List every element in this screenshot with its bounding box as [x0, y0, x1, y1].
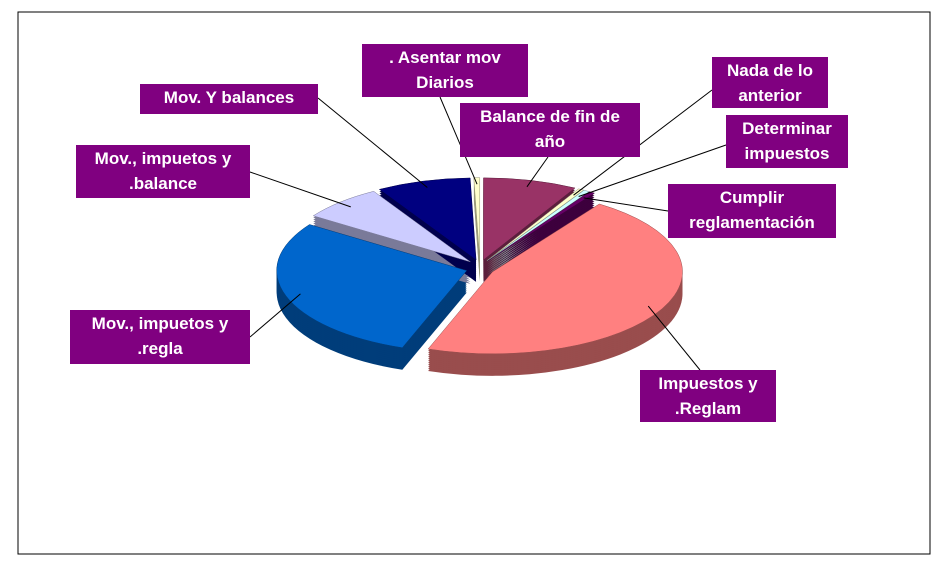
slice-label: Cumplir reglamentación	[668, 184, 836, 238]
leader-line	[583, 197, 669, 212]
slice-side	[487, 197, 595, 267]
leader-line	[249, 171, 351, 208]
slice	[378, 177, 477, 261]
slice-label: Mov. Y balances	[140, 84, 318, 114]
leader-line	[439, 96, 478, 185]
slice-side	[487, 195, 595, 265]
slice-label: Mov., impuetos y .balance	[76, 145, 250, 198]
slice-label: Mov., impuetos y .regla	[70, 310, 250, 364]
slice-side	[487, 203, 595, 273]
leader-line	[317, 97, 428, 188]
slice	[276, 224, 468, 349]
chart-border	[17, 11, 931, 555]
leader-line	[526, 156, 549, 188]
slice-side	[487, 193, 595, 263]
slice-label: Impuestos y .Reglam	[640, 370, 776, 422]
slice-label: Balance de fin de año	[460, 103, 640, 157]
leader-line	[647, 305, 701, 371]
slice	[487, 191, 596, 262]
slice	[487, 189, 590, 262]
slice-label: Nada de lo anterior	[712, 57, 828, 108]
leader-line	[249, 293, 301, 338]
slice-label: . Asentar mov Diarios	[362, 44, 528, 97]
slice	[483, 177, 576, 261]
slice	[427, 203, 683, 355]
leader-line	[573, 89, 713, 196]
slice-side	[487, 201, 595, 271]
slice-side	[487, 199, 595, 269]
slice	[312, 191, 471, 263]
leader-line	[578, 144, 727, 197]
slice-label: Determinar impuestos	[726, 115, 848, 168]
